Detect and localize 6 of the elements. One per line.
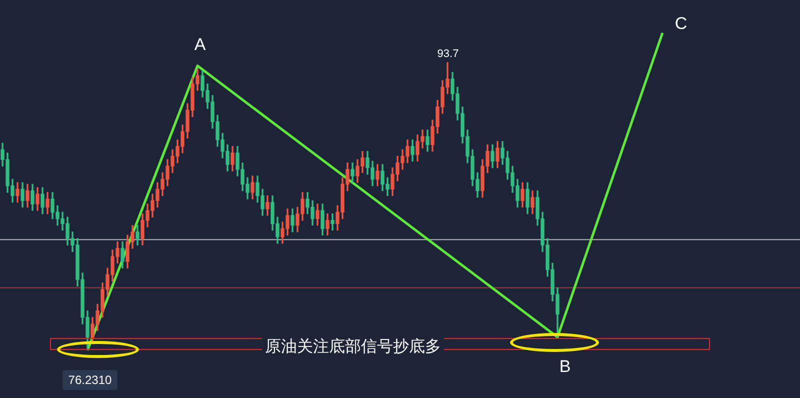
annotation: 原油关注底部信号抄底多 — [262, 336, 444, 358]
annotation: 76.2310 — [62, 370, 118, 390]
annotation: A — [194, 35, 206, 55]
annotation: B — [559, 357, 571, 377]
annotation: 93.7 — [437, 48, 459, 60]
annotation: C — [674, 14, 688, 34]
